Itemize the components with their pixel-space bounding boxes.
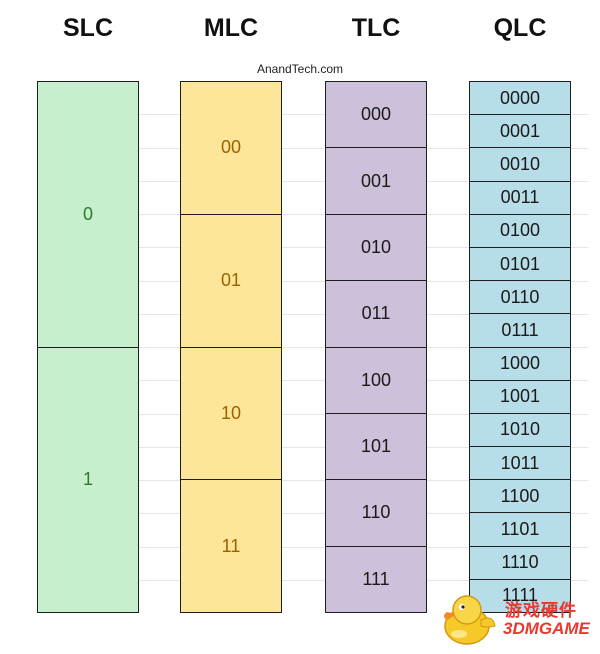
qlc-state-cell: 1000 <box>470 346 570 380</box>
3dmgame-watermark: 游戏硬件 3DMGAME <box>437 590 597 648</box>
qlc-state-cell: 0111 <box>470 313 570 346</box>
source-credit: AnandTech.com <box>256 62 344 76</box>
qlc-state-cell: 0110 <box>470 280 570 313</box>
mlc-state-cell: 01 <box>181 213 281 347</box>
qlc-state-cell: 0011 <box>470 180 570 214</box>
duck-mascot-icon <box>444 595 496 645</box>
slc-column: 0 1 <box>37 81 139 613</box>
tlc-state-cell: 101 <box>326 412 426 479</box>
qlc-state-cell: 1010 <box>470 412 570 446</box>
qlc-state-cell: 0010 <box>470 147 570 180</box>
mlc-title: MLC <box>203 14 259 42</box>
tlc-state-cell: 010 <box>326 213 426 280</box>
slc-title: SLC <box>63 14 113 42</box>
tlc-state-cell: 100 <box>326 346 426 413</box>
slc-state-cell: 0 <box>82 203 93 224</box>
tlc-state-cell: 001 <box>326 147 426 213</box>
mlc-state-cell: 10 <box>181 346 281 480</box>
watermark-line2: 3DMGAME <box>503 619 590 638</box>
watermark-line1: 游戏硬件 <box>505 601 577 620</box>
qlc-state-cell: 1011 <box>470 446 570 479</box>
tlc-state-cell: 011 <box>326 280 426 346</box>
qlc-title: QLC <box>493 14 547 42</box>
qlc-state-cell: 1111 <box>470 578 570 612</box>
mlc-state-cell: 00 <box>220 137 242 158</box>
slc-state-cell: 1 <box>38 346 138 613</box>
qlc-state-cell: 0100 <box>470 213 570 247</box>
qlc-state-cell: 1001 <box>470 379 570 413</box>
tlc-column: 000 001 010 011 100 101 110 111 <box>325 81 427 613</box>
qlc-state-cell: 1101 <box>470 512 570 545</box>
qlc-state-cell: 0000 <box>499 87 541 108</box>
tlc-title: TLC <box>351 14 401 42</box>
tlc-state-cell: 110 <box>326 479 426 545</box>
qlc-state-cell: 1110 <box>470 545 570 579</box>
mlc-column: 00 01 10 11 <box>180 81 282 613</box>
qlc-column: 0000 0001 0010 0011 0100 0101 0110 0111 … <box>469 81 571 613</box>
tlc-state-cell: 000 <box>360 104 392 125</box>
qlc-state-cell: 0101 <box>470 246 570 280</box>
tlc-state-cell: 111 <box>326 545 426 612</box>
qlc-state-cell: 0001 <box>470 114 570 147</box>
mlc-state-cell: 11 <box>181 479 281 612</box>
qlc-state-cell: 1100 <box>470 479 570 512</box>
